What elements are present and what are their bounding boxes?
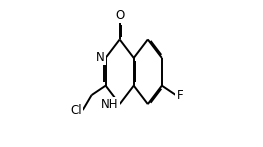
Text: Cl: Cl [70, 104, 82, 117]
Text: F: F [176, 89, 183, 102]
Text: NH: NH [101, 98, 119, 111]
Text: N: N [96, 51, 105, 64]
Text: O: O [115, 9, 124, 22]
